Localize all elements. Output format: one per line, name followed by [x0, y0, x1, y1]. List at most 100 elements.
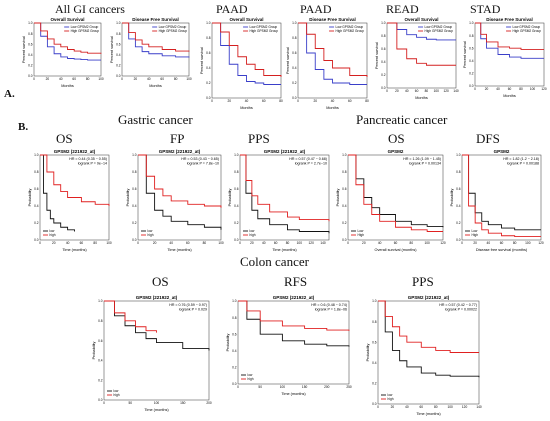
y-tick-label: 0.0 [292, 96, 297, 100]
y-tick-label: 1.0 [381, 21, 386, 25]
stats-label: logrank P = 1.8e−06 [315, 308, 347, 312]
heading-paad-1: PAAD [216, 2, 248, 16]
x-tick-label: 20 [395, 89, 399, 93]
y-tick-label: 0.2 [232, 366, 237, 370]
legend-label: low [248, 373, 253, 377]
y-tick-label: 0.4 [28, 53, 33, 57]
y-tick-label: 0.4 [116, 53, 121, 57]
heading-stad: STAD [470, 2, 501, 16]
chart-title: Disease Free Survival [309, 17, 356, 22]
stats-label: HR = 1.82 (1.2 − 2.18) [503, 157, 539, 161]
x-tick-label: 120 [462, 405, 468, 409]
chart-title: GPSM2 [388, 149, 404, 154]
chart-title: Disease Free Survival [132, 17, 179, 22]
y-tick-label: 0.4 [132, 204, 137, 208]
x-tick-label: 100 [434, 89, 440, 93]
x-tick-label: 60 [160, 77, 164, 81]
series-line-low [104, 300, 210, 351]
x-tick-label: 50 [128, 401, 132, 405]
y-tick-label: 0.8 [206, 36, 211, 40]
x-tick-label: 60 [394, 241, 398, 245]
legend-label: High GPSM2 Group [513, 29, 542, 33]
y-tick-label: 0.4 [469, 59, 474, 63]
x-axis-label: Time (months) [281, 392, 306, 396]
series-line-high [378, 300, 479, 353]
chart-title: GPSM2 (221922_at) [264, 149, 306, 154]
chart-title: GPSM2 (221922_at) [408, 295, 450, 300]
y-axis-label: Probability [366, 344, 370, 362]
y-tick-label: 0.4 [456, 204, 461, 208]
series-line-high [238, 300, 350, 331]
plot-frame [137, 154, 222, 241]
legend-label: Low [472, 229, 479, 233]
chart-stad-dfs: Disease Free Survival Percent survival Mon… [463, 14, 547, 98]
y-tick-label: 0.8 [456, 170, 461, 174]
x-tick-label: 60 [420, 405, 424, 409]
legend-label: High GPSM2 Group [250, 29, 279, 33]
y-tick-label: 0.2 [292, 81, 297, 85]
x-tick-label: 100 [530, 87, 536, 91]
y-tick-label: 0.8 [469, 34, 474, 38]
y-tick-label: 0.6 [132, 187, 137, 191]
chart-title: GPSM2 (221922_at) [54, 149, 96, 154]
y-tick-label: 1.0 [234, 153, 239, 157]
stats-label: logrank P = 0.00134 [409, 162, 441, 166]
x-tick-label: 20 [227, 99, 231, 103]
legend-label: Low GPSM2 Group [513, 25, 541, 29]
legend-label: High GPSM2 Group [425, 29, 454, 33]
chart-title: Overall Survival [229, 17, 263, 22]
x-tick-label: 0 [33, 77, 35, 81]
series-line-low [462, 154, 541, 231]
chart-gastric-fp: GPSM2 (221922_at) Probability Time (months… [126, 146, 224, 252]
x-tick-label: 80 [93, 241, 97, 245]
x-tick-label: 40 [378, 241, 382, 245]
heading-pancreatic-dfs: DFS [476, 131, 500, 146]
x-tick-label: 120 [443, 89, 449, 93]
x-tick-label: 20 [473, 241, 477, 245]
series-line-low-gpsm2-group [34, 22, 101, 61]
x-tick-label: 20 [250, 241, 254, 245]
x-tick-label: 0 [461, 241, 463, 245]
x-tick-label: 60 [500, 241, 504, 245]
stats-label: logrank P = 7.8e−10 [187, 162, 219, 166]
y-tick-label: 0.6 [116, 42, 121, 46]
x-tick-label: 20 [313, 99, 317, 103]
x-tick-label: 80 [279, 99, 283, 103]
legend-label: Low [358, 229, 365, 233]
x-tick-label: 40 [331, 99, 335, 103]
y-tick-label: 0.2 [206, 81, 211, 85]
x-tick-label: 100 [447, 405, 453, 409]
y-tick-label: 0.2 [132, 221, 137, 225]
x-tick-label: 120 [541, 87, 547, 91]
heading-colon-pps: PPS [412, 274, 434, 289]
series-line-high-gpsm2-group [212, 22, 282, 77]
plot-frame [386, 22, 457, 89]
heading-colon: Colon cancer [240, 254, 309, 269]
x-tick-label: 80 [286, 241, 290, 245]
x-tick-label: 80 [174, 77, 178, 81]
y-tick-label: 0.2 [28, 64, 33, 68]
heading-colon-os: OS [152, 274, 169, 289]
x-tick-label: 40 [147, 77, 151, 81]
y-tick-label: 0.0 [232, 382, 237, 386]
x-tick-label: 0 [39, 241, 41, 245]
x-tick-label: 150 [180, 401, 186, 405]
y-axis-label: Percent survival [463, 41, 467, 68]
y-tick-label: 0.0 [469, 84, 474, 88]
y-axis-label: Percent survival [375, 42, 379, 69]
y-tick-label: 1.0 [372, 299, 377, 303]
x-tick-label: 0 [347, 241, 349, 245]
plot-frame [211, 22, 282, 99]
y-tick-label: 1.0 [98, 299, 103, 303]
legend-label: low [250, 229, 255, 233]
y-tick-label: 0.8 [292, 36, 297, 40]
x-tick-label: 80 [513, 241, 517, 245]
stats-label: logrank P = 0.00188 [507, 162, 539, 166]
y-axis-label: Probability [226, 334, 230, 352]
chart-svg: Disease Free Survival Percent survival Mon… [110, 17, 192, 88]
stats-label: logrank P = 0.00022 [445, 308, 477, 312]
y-tick-label: 1.0 [116, 21, 121, 25]
y-tick-label: 0.0 [234, 238, 239, 242]
x-tick-label: 150 [302, 385, 308, 389]
y-tick-label: 0.6 [342, 187, 347, 191]
